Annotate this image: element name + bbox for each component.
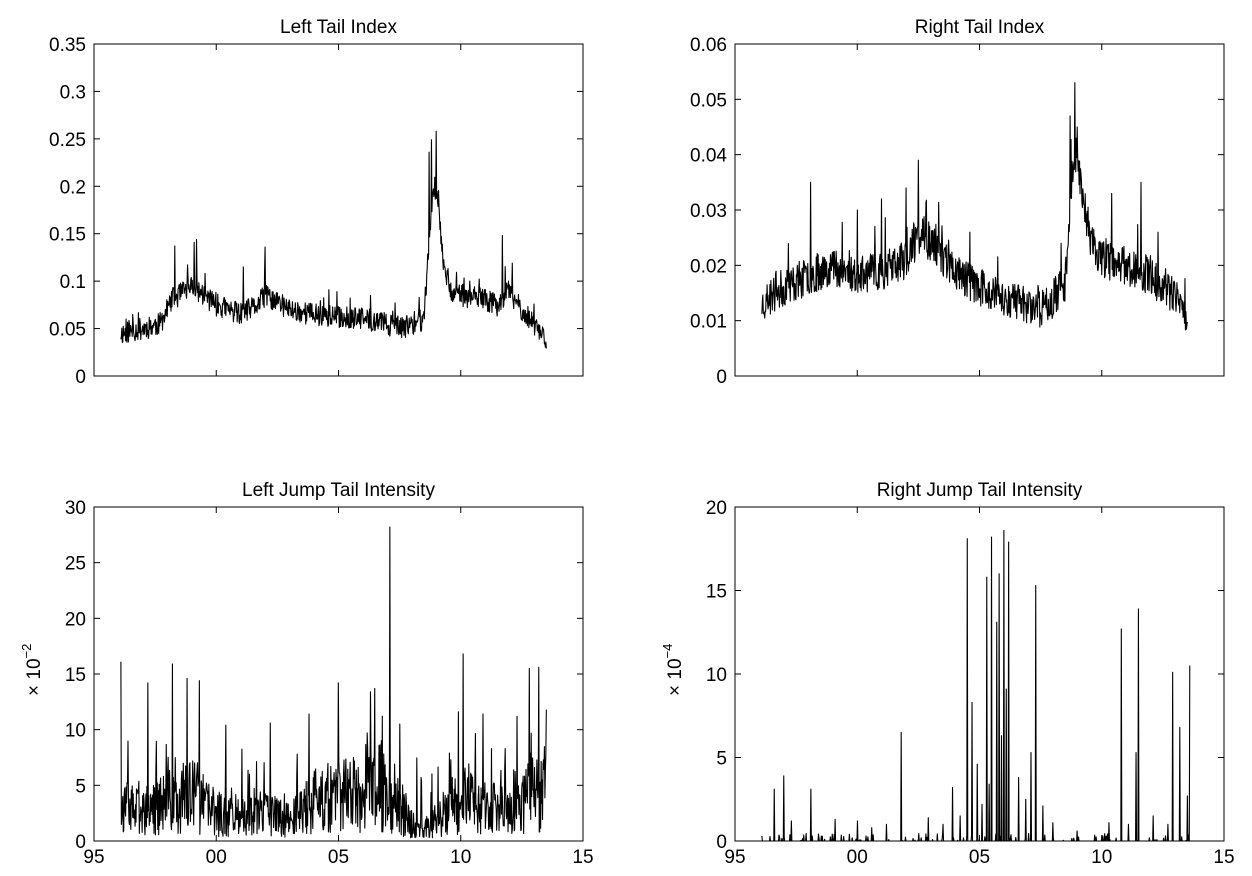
chart-title: Left Tail Index	[280, 17, 397, 38]
y-tick-label: 0	[75, 367, 86, 388]
y-tick-label: 15	[706, 582, 727, 603]
y-axis-multiplier: × 10−2	[19, 644, 45, 696]
x-tick-label: 05	[969, 847, 990, 868]
y-tick-label: 20	[706, 498, 727, 519]
series-line-0	[120, 130, 547, 349]
y-tick-label: 0.05	[49, 320, 86, 341]
chart-title: Left Jump Tail Intensity	[242, 480, 435, 501]
y-axis-multiplier-base: × 10	[665, 658, 686, 696]
y-axis-multiplier-exponent: −4	[660, 644, 675, 659]
y-tick-label: 0.05	[690, 90, 727, 111]
x-tick-label: 95	[724, 847, 745, 868]
series-line-0	[120, 526, 547, 839]
y-tick-label: 0.03	[690, 201, 727, 222]
y-tick-label: 0.02	[690, 256, 727, 277]
series-line-0	[761, 82, 1188, 331]
y-tick-label: 25	[65, 554, 86, 575]
x-tick-label: 00	[847, 847, 868, 868]
x-tick-label: 00	[206, 847, 227, 868]
y-tick-label: 10	[706, 665, 727, 686]
panel-right-tail-index: Right Tail Index 0 0.01 0.02 0.03 0.04 0.05 0.…	[690, 17, 1225, 388]
x-tick-label: 05	[328, 847, 349, 868]
y-tick-label: 0.01	[690, 312, 727, 333]
y-tick-label: 0	[716, 832, 727, 853]
plot-frame	[734, 43, 1225, 377]
y-tick-label: 10	[65, 721, 86, 742]
y-tick-label: 0.2	[60, 177, 86, 198]
y-tick-label: 0.3	[60, 82, 86, 103]
chart-title: Right Jump Tail Intensity	[877, 480, 1083, 501]
x-tick-label: 15	[1213, 847, 1234, 868]
panel-left-tail-index: Left Tail Index 0 0.05 0.1 0.15 0.2 0.25 0.3 0.…	[49, 17, 584, 388]
y-tick-label: 0	[716, 367, 727, 388]
y-tick-label: 15	[65, 665, 86, 686]
x-tick-label: 10	[1091, 847, 1112, 868]
plot-frame	[734, 506, 1225, 842]
series-line-0	[761, 529, 1191, 842]
x-tick-label: 95	[83, 847, 104, 868]
y-axis-multiplier-base: × 10	[24, 658, 45, 696]
y-tick-label: 30	[65, 498, 86, 519]
y-tick-label: 0.15	[49, 225, 86, 246]
y-tick-label: 0.1	[60, 272, 86, 293]
y-tick-label: 0	[75, 832, 86, 853]
y-tick-label: 20	[65, 609, 86, 630]
x-tick-label: 10	[450, 847, 471, 868]
plot-frame	[93, 43, 584, 377]
y-tick-label: 5	[75, 776, 86, 797]
chart-title: Right Tail Index	[915, 17, 1045, 38]
x-tick-label: 15	[572, 847, 593, 868]
y-tick-label: 0.25	[49, 130, 86, 151]
y-tick-label: 0.04	[690, 146, 727, 167]
y-axis-multiplier: × 10−4	[660, 644, 686, 696]
y-tick-label: 0.35	[49, 35, 86, 56]
y-tick-label: 5	[716, 749, 727, 770]
y-axis-multiplier-exponent: −2	[19, 644, 34, 659]
y-tick-label: 0.06	[690, 35, 727, 56]
